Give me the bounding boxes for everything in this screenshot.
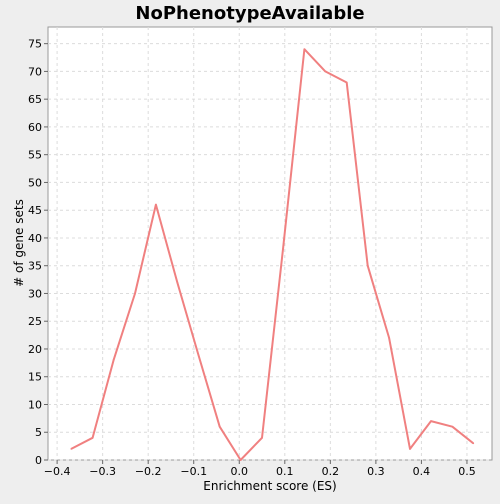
y-tick-label: 50 — [28, 176, 42, 189]
y-tick-label: 40 — [28, 232, 42, 245]
x-tick-label: −0.3 — [89, 465, 116, 478]
data-point — [345, 81, 348, 84]
x-tick-label: −0.2 — [135, 465, 162, 478]
data-point — [218, 425, 221, 428]
data-point — [91, 436, 94, 439]
data-point — [409, 448, 411, 450]
data-point — [155, 203, 157, 206]
y-tick-label: 60 — [28, 121, 42, 134]
plot-area — [47, 26, 493, 461]
data-point — [388, 337, 390, 339]
y-tick-label: 65 — [28, 93, 42, 106]
data-point — [261, 436, 263, 439]
y-tick-label: 0 — [35, 454, 42, 467]
x-tick-label: −0.1 — [180, 465, 207, 478]
x-tick-label: 0.0 — [231, 465, 249, 478]
data-point — [472, 442, 475, 445]
data-point — [134, 292, 136, 295]
data-point — [430, 420, 432, 422]
series-layer — [70, 48, 475, 461]
series-line — [70, 48, 474, 461]
x-tick-label: 0.4 — [413, 465, 431, 478]
data-point — [282, 248, 284, 250]
data-point — [112, 359, 115, 361]
x-tick-label: 0.3 — [367, 465, 385, 478]
x-tick-label: 0.1 — [276, 465, 294, 478]
y-tick-label: 25 — [28, 315, 42, 328]
data-point — [70, 448, 73, 450]
x-axis-label: Enrichment score (ES) — [203, 479, 336, 493]
axes: 0 5 10 15 20 25 30 35 40 45 50 55 60 65 70 75 −0.4 −0.3 −0… — [28, 38, 476, 478]
y-tick-label: 35 — [28, 260, 42, 273]
x-tick-label: 0.2 — [322, 465, 340, 478]
y-tick-label: 15 — [28, 371, 42, 384]
x-tick-label: 0.5 — [458, 465, 476, 478]
data-point — [451, 425, 454, 428]
y-tick-label: 75 — [28, 38, 42, 51]
y-tick-label: 45 — [28, 204, 42, 217]
data-point — [197, 353, 200, 356]
y-tick-label: 55 — [28, 149, 42, 162]
y-tick-label: 70 — [28, 65, 42, 78]
data-point — [324, 70, 327, 73]
y-tick-label: 10 — [28, 398, 42, 411]
y-tick-label: 5 — [35, 426, 42, 439]
y-tick-label: 30 — [28, 287, 42, 300]
data-point — [176, 281, 179, 284]
chart-title: NoPhenotypeAvailable — [135, 3, 364, 24]
y-axis-label: # of gene sets — [12, 199, 26, 287]
x-tick-label: −0.4 — [44, 465, 71, 478]
data-point — [303, 48, 306, 51]
y-tick-label: 20 — [28, 343, 42, 356]
data-point — [239, 459, 242, 461]
grid — [48, 27, 492, 461]
data-point — [366, 264, 369, 267]
